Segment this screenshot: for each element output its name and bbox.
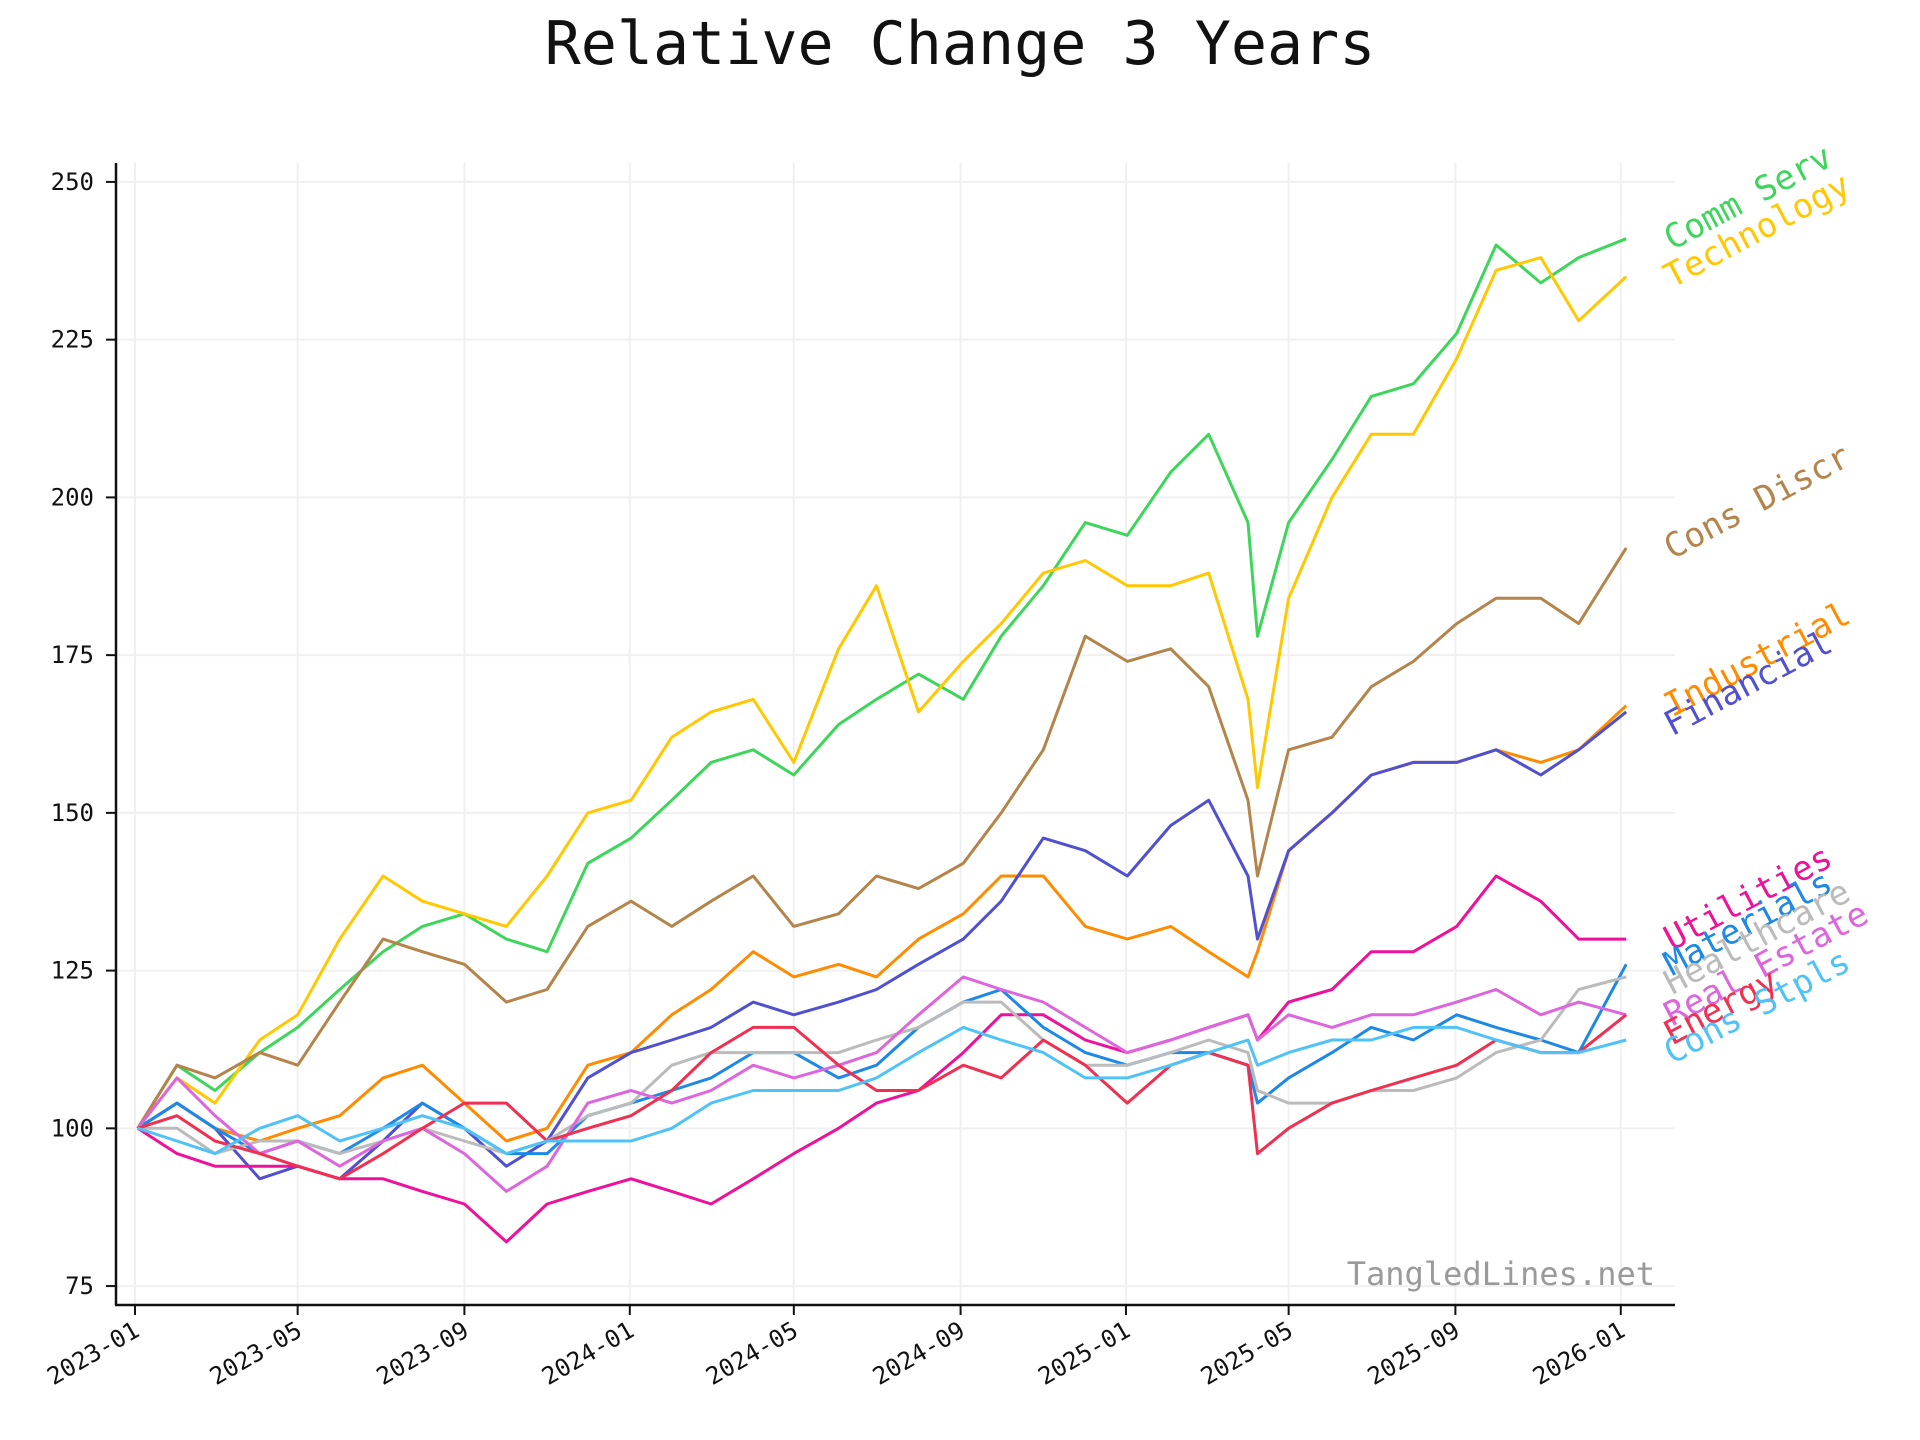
y-tick-label: 125 bbox=[51, 957, 94, 985]
y-tick-label: 75 bbox=[65, 1272, 94, 1300]
series-line-technology bbox=[136, 256, 1628, 1130]
x-tick-label: 2025-09 bbox=[1363, 1316, 1465, 1391]
grid bbox=[116, 163, 1675, 1305]
x-axis-ticks: 2023-01 2023-05 2023-09 2024-01 2024-05 2024-… bbox=[42, 1305, 1630, 1391]
series-lines bbox=[136, 237, 1628, 1244]
series-line-financial bbox=[136, 710, 1628, 1181]
series-line-materials bbox=[136, 963, 1628, 1156]
y-tick-label: 175 bbox=[51, 641, 94, 669]
series-line-real-estate bbox=[136, 975, 1627, 1193]
x-tick-label: 2025-05 bbox=[1196, 1316, 1298, 1391]
y-tick-label: 250 bbox=[51, 168, 94, 196]
x-tick-label: 2024-05 bbox=[701, 1316, 803, 1391]
watermark: TangledLines.net bbox=[1347, 1255, 1655, 1293]
x-tick-label: 2024-09 bbox=[868, 1316, 970, 1391]
series-line-comm-serv bbox=[136, 237, 1627, 1130]
x-tick-label: 2025-01 bbox=[1033, 1316, 1135, 1391]
x-tick-label: 2026-01 bbox=[1528, 1316, 1630, 1391]
y-tick-label: 200 bbox=[51, 483, 94, 511]
series-line-cons-stpls bbox=[137, 1025, 1627, 1156]
chart-title: Relative Change 3 Years bbox=[545, 9, 1376, 79]
x-tick-label: 2023-01 bbox=[42, 1316, 144, 1391]
series-line-cons-discr bbox=[136, 547, 1628, 1130]
series-line-energy bbox=[137, 1013, 1628, 1181]
series-line-healthcare bbox=[137, 975, 1627, 1156]
x-tick-label: 2023-09 bbox=[372, 1316, 474, 1391]
y-axis-ticks: 75 100 125 150 175 200 225 250 bbox=[51, 168, 116, 1300]
x-tick-label: 2024-01 bbox=[537, 1316, 639, 1391]
series-line-utilities bbox=[136, 874, 1627, 1244]
y-tick-label: 100 bbox=[51, 1114, 94, 1142]
x-tick-label: 2023-05 bbox=[205, 1316, 307, 1391]
series-label-cons-discr: Cons Discr bbox=[1657, 436, 1857, 567]
y-tick-label: 150 bbox=[51, 799, 94, 827]
y-tick-label: 225 bbox=[51, 326, 94, 354]
